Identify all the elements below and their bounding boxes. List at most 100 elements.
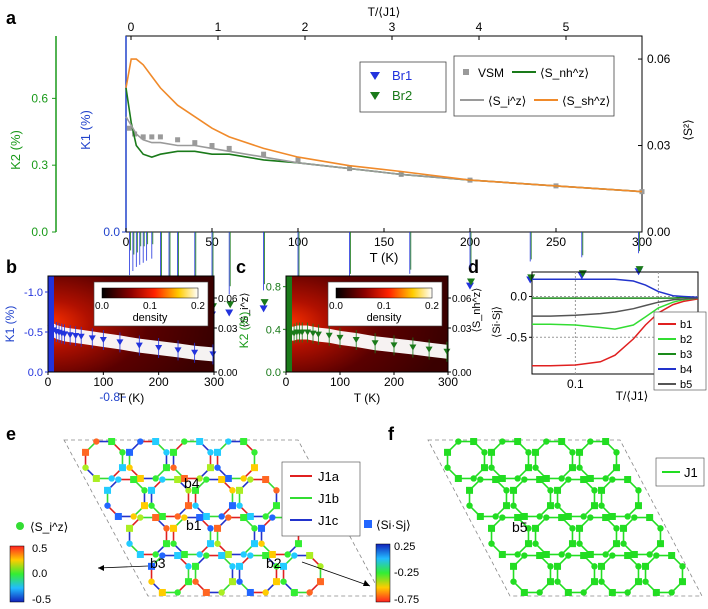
- site: [251, 525, 258, 532]
- site: [262, 589, 269, 596]
- bond-square: [92, 474, 100, 482]
- bond-square: [174, 552, 182, 560]
- bond-square: [602, 514, 610, 522]
- site: [510, 578, 517, 585]
- panel-b: 0.0 0.1 0.2 density -1.0 -0.5 0.0 K1 (%) 0…: [3, 275, 251, 405]
- bond-square: [646, 514, 654, 522]
- site: [635, 487, 642, 494]
- site: [635, 563, 642, 570]
- bond-square: [564, 588, 572, 596]
- bond-square: [514, 514, 522, 522]
- top-axis-label-a: T/⟨J1⟩: [368, 5, 401, 19]
- point-Br2: [260, 299, 269, 307]
- bond-square: [206, 464, 214, 472]
- curve-⟨S_sh^z⟩: [125, 58, 643, 193]
- bond-square: [258, 524, 266, 532]
- y-tick-label: -0.5: [24, 327, 43, 339]
- bond-square: [272, 578, 280, 586]
- bond-square: [262, 552, 270, 560]
- site: [284, 551, 291, 558]
- site: [218, 589, 225, 596]
- site: [525, 449, 532, 456]
- site: [262, 513, 269, 520]
- y-axis-ticks-b: -1.0 -0.5 0.0: [24, 287, 48, 379]
- site: [240, 475, 247, 482]
- bond-square: [162, 464, 170, 472]
- right-tick-label: 0.06: [452, 294, 472, 305]
- point: [409, 344, 417, 351]
- bond-square: [568, 540, 576, 548]
- site: [240, 551, 247, 558]
- site: [503, 487, 510, 494]
- bond-square: [580, 476, 588, 484]
- top-tick-label-a: 0: [128, 20, 135, 34]
- legend-label-b1: b1: [680, 319, 692, 331]
- bond-square: [262, 476, 270, 484]
- bond-square: [590, 578, 598, 586]
- vsm-point: [175, 137, 181, 143]
- panel-c: 0.0 0.1 0.2 density 0.8 0.4 0.0 K2 (%) 0.0…: [237, 275, 483, 405]
- bond-square: [206, 540, 214, 548]
- site: [591, 563, 598, 570]
- x-tick-label-a: 250: [546, 235, 566, 249]
- point: [135, 342, 143, 349]
- legend-box-a1: [359, 61, 447, 113]
- bond-square: [148, 486, 156, 494]
- point: [77, 333, 85, 340]
- bond-square: [634, 502, 642, 510]
- pointer-b3-head: [98, 565, 104, 571]
- site: [532, 540, 539, 547]
- bond-square: [108, 438, 116, 446]
- site: [598, 578, 605, 585]
- site: [137, 438, 144, 445]
- legend-marker-br1: [370, 72, 380, 80]
- k2-tick-label: 0.3: [31, 158, 48, 172]
- point: [352, 337, 360, 343]
- y-tick-label: 0.4: [266, 324, 281, 336]
- lattice-f: [444, 438, 686, 596]
- site: [185, 487, 192, 494]
- bond-square: [240, 438, 248, 446]
- bond-square: [306, 552, 314, 560]
- point: [304, 329, 312, 336]
- right-axis-label-b: ⟨S_i^z⟩: [239, 292, 251, 327]
- y-axis-label-d: ⟨Si·Sj⟩: [491, 306, 503, 338]
- site: [258, 540, 265, 547]
- bond-square: [580, 552, 588, 560]
- bond-square: [466, 486, 474, 494]
- site: [181, 438, 188, 445]
- site: [543, 438, 550, 445]
- site: [192, 502, 199, 509]
- vsm-point: [192, 140, 198, 146]
- k2-tick-label: 0.6: [31, 91, 48, 105]
- panel-label-c: c: [236, 257, 246, 277]
- point: [61, 331, 69, 338]
- x-tick-label-a: 150: [374, 235, 394, 249]
- bond-square: [554, 486, 562, 494]
- bond-colorbar-group: ⟨Si·Sj⟩ 0.25 -0.25 -0.75: [364, 518, 419, 606]
- site: [148, 502, 155, 509]
- point: [336, 334, 344, 341]
- point: [191, 349, 199, 356]
- point-Br1: [466, 282, 474, 290]
- bond-square: [136, 474, 144, 482]
- bond-square: [224, 474, 232, 482]
- cbar-tick-c-1: 0.1: [377, 301, 391, 312]
- site: [642, 578, 649, 585]
- vsm-point: [639, 189, 645, 195]
- top-axis-ticks-a: 0 1 2 3 4 5: [128, 20, 570, 40]
- right-tick-label: 0.00: [452, 368, 472, 379]
- site: [108, 475, 115, 482]
- site: [569, 525, 576, 532]
- x-tick-label-a: 300: [632, 235, 652, 249]
- site: [152, 475, 159, 482]
- right-axis-ticks-c: 0.06 0.03 0.00: [448, 294, 472, 379]
- site: [207, 449, 214, 456]
- site-colorbar: [9, 545, 25, 603]
- vsm-point: [209, 143, 215, 149]
- colorbar-b: [101, 287, 199, 299]
- point: [325, 332, 333, 339]
- site-colorbar-label: ⟨S_i^z⟩: [30, 520, 68, 534]
- bond-square: [158, 588, 166, 596]
